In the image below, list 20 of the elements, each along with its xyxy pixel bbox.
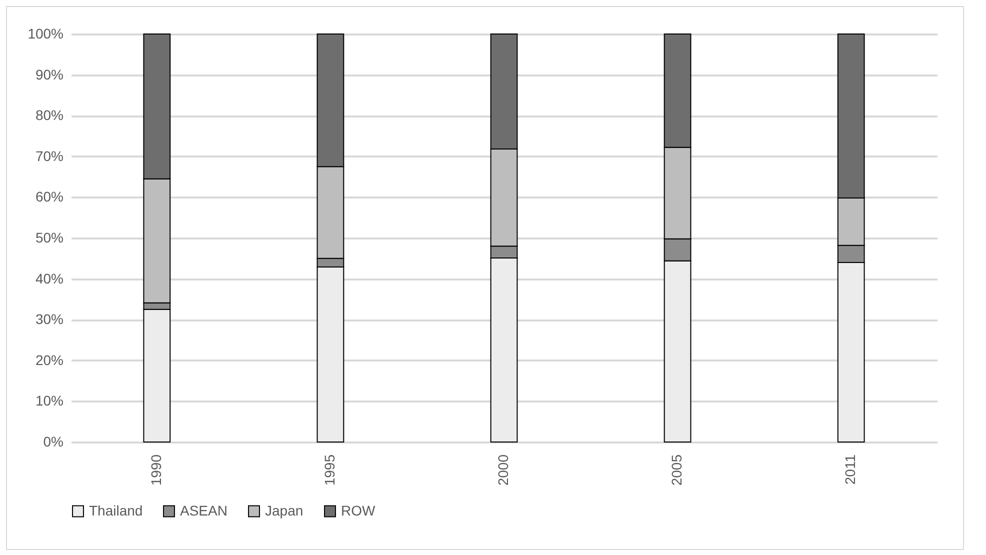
y-tick-label: 60%	[35, 188, 64, 205]
legend-label: ASEAN	[180, 502, 228, 518]
y-tick-label: 20%	[35, 352, 64, 368]
y-tick-label: 90%	[35, 66, 64, 82]
y-tick-label: 80%	[35, 107, 64, 124]
x-tick-label: 2011	[842, 454, 858, 485]
legend-label: Thailand	[89, 502, 143, 518]
legend-label: Japan	[265, 502, 304, 518]
x-tick-label: 2005	[668, 454, 685, 486]
x-tick-label: 1990	[148, 454, 164, 486]
y-tick-label: 10%	[35, 392, 64, 409]
y-tick-label: 50%	[35, 230, 64, 246]
y-tick-label: 30%	[35, 311, 64, 328]
y-tick-label: 70%	[35, 148, 64, 164]
y-tick-label: 40%	[35, 270, 64, 286]
y-tick-label: 0%	[43, 434, 64, 450]
legend-label: ROW	[341, 502, 376, 518]
x-tick-label: 2000	[495, 454, 511, 486]
y-tick-label: 100%	[28, 26, 64, 42]
x-tick-label: 1995	[321, 454, 338, 486]
